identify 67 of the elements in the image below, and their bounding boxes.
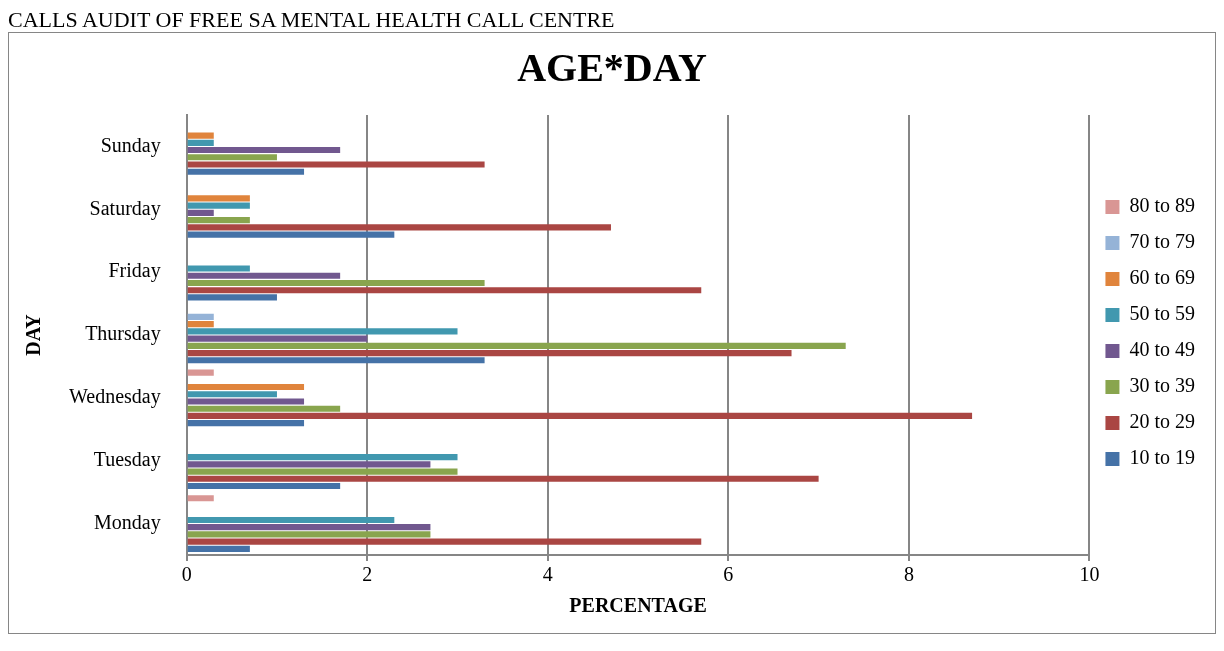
legend-label: 40 to 49 — [1129, 338, 1196, 361]
x-tick-label: 2 — [362, 563, 373, 586]
bar — [187, 524, 431, 531]
bar — [187, 335, 368, 342]
bar — [187, 195, 250, 202]
bar — [187, 482, 341, 490]
bar — [187, 328, 458, 335]
legend-label: 50 to 59 — [1129, 302, 1196, 325]
y-tick-label: Thursday — [85, 322, 161, 346]
bar — [187, 538, 702, 545]
bar — [187, 383, 305, 391]
text: CALLS AUDIT OF FREE SA MENTAL HEALTH CALL CENTRE — [8, 7, 616, 32]
bar — [187, 161, 485, 168]
chart-title: AGE*DAY — [517, 45, 707, 91]
bar — [187, 217, 250, 224]
bar — [187, 475, 819, 482]
bar — [187, 461, 431, 468]
bar — [187, 279, 485, 287]
legend-label: 70 to 79 — [1129, 230, 1196, 253]
bar — [187, 294, 277, 301]
x-tick-label: 6 — [723, 563, 734, 586]
bar — [187, 495, 214, 502]
y-tick-label: Monday — [94, 510, 161, 534]
y-tick-label: Friday — [108, 259, 161, 283]
bar — [187, 357, 485, 364]
x-tick-label: 0 — [181, 563, 192, 586]
legend-label: 30 to 39 — [1129, 374, 1196, 397]
y-axis-title: DAY — [22, 313, 45, 356]
y-tick-label: Saturday — [89, 196, 161, 220]
bar — [187, 231, 395, 238]
bar — [187, 287, 702, 294]
bar — [187, 132, 214, 139]
legend-label: 60 to 69 — [1129, 266, 1196, 289]
legend-label: 80 to 89 — [1129, 194, 1196, 217]
bar — [187, 265, 250, 272]
x-tick-label: 10 — [1079, 563, 1100, 586]
bar — [187, 313, 214, 320]
bar — [187, 369, 214, 376]
bar — [187, 454, 458, 461]
bar — [187, 321, 214, 328]
x-tick-label: 4 — [542, 563, 553, 586]
bar — [187, 420, 305, 427]
legend-label: 10 to 19 — [1129, 446, 1196, 469]
bar — [187, 412, 973, 419]
x-tick-label: 8 — [903, 563, 914, 586]
bar — [187, 224, 611, 231]
y-tick-label: Wednesday — [68, 385, 161, 409]
bar — [187, 405, 341, 412]
bar — [187, 531, 431, 538]
bar — [187, 350, 792, 357]
bar — [187, 272, 341, 279]
bar — [187, 468, 458, 475]
bar — [187, 398, 305, 405]
x-axis-title: PERCENTAGE — [569, 594, 707, 617]
bar — [187, 209, 214, 216]
legend-label: 20 to 29 — [1129, 410, 1196, 433]
bar — [187, 139, 214, 146]
bar — [187, 168, 305, 175]
y-tick-label: Sunday — [100, 133, 161, 157]
bar — [187, 545, 250, 552]
bar — [187, 391, 277, 398]
bar — [187, 154, 277, 161]
bar — [187, 516, 395, 524]
bar — [187, 146, 341, 154]
bar — [187, 202, 250, 209]
y-tick-label: Tuesday — [93, 447, 161, 471]
bar — [187, 342, 846, 349]
